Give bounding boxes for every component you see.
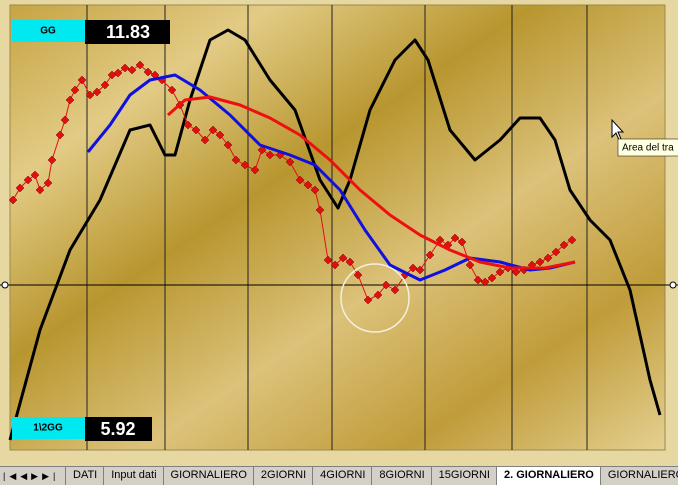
data-marker [223,140,233,150]
chart: GG 11.83 1\2GG 5.92 Area del tra [0,0,678,466]
axis-end [1,281,9,289]
data-marker [23,175,33,185]
data-marker [551,247,561,257]
data-marker [567,235,577,245]
data-marker [35,185,45,195]
indicator-value: 11.83 [106,22,150,42]
axis-end [669,281,677,289]
sheet-tab[interactable]: Input dati [103,467,162,485]
data-marker [310,185,320,195]
data-marker [250,165,260,175]
data-marker [143,67,153,77]
sheet-tab[interactable]: 15GIORNI [430,467,496,485]
data-marker [408,263,418,273]
indicator-value: 5.92 [100,419,135,439]
data-marker [330,260,340,270]
data-marker [135,60,145,70]
data-marker [495,267,505,277]
indicator-value-box [85,417,152,441]
data-marker [92,87,102,97]
data-marker [200,135,210,145]
data-marker [473,275,483,285]
data-marker [15,183,25,193]
highlight-circle [340,263,410,333]
indicator-label: GG [40,26,56,37]
data-marker [70,85,80,95]
data-marker [60,115,70,125]
data-marker [65,95,75,105]
tooltip-text: Area del tra [622,143,674,154]
data-marker [450,233,460,243]
data-marker [373,290,383,300]
data-marker [215,130,225,140]
data-marker [265,150,275,160]
data-marker [511,267,521,277]
data-marker [191,125,201,135]
data-marker [363,295,373,305]
data-marker [47,155,57,165]
data-marker [30,170,40,180]
indicator-label-box [12,417,85,439]
sheet-tab[interactable]: 2GIORNI [252,467,312,485]
data-marker [480,277,490,287]
data-marker [8,195,18,205]
data-marker [465,260,475,270]
data-marker [208,125,218,135]
sheet-tabs: |◀◀▶▶| DATI Input dati GIORNALIERO 2GIORNI 4… [0,466,678,485]
sheet-tab[interactable]: 4GIORNI [312,467,371,485]
data-marker [240,160,250,170]
data-marker [425,250,435,260]
sheet-tab[interactable]: GIORNALIERO [599,467,678,485]
plot-area [9,4,666,451]
data-marker [353,270,363,280]
data-marker [257,145,267,155]
data-marker [55,130,65,140]
data-marker [127,65,137,75]
data-marker [345,257,355,267]
sheet-tab[interactable]: DATI [65,467,103,485]
data-marker [167,85,177,95]
data-marker [315,205,325,215]
data-marker [120,63,130,73]
tooltip [617,138,678,157]
indicator-label: 1\2GG [33,423,63,434]
data-marker [415,265,425,275]
data-marker [390,285,400,295]
data-marker [113,68,123,78]
data-marker [85,90,95,100]
data-marker [535,257,545,267]
sheet-tab[interactable]: GIORNALIERO [162,467,253,485]
indicator-value-box [85,20,170,44]
data-marker [285,157,295,167]
data-marker [338,253,348,263]
data-marker [183,120,193,130]
sheet-tab[interactable]: 2. GIORNALIERO [495,467,600,485]
tab-navigation[interactable]: |◀◀▶▶| [3,471,60,481]
data-marker [487,273,497,283]
data-marker [323,255,333,265]
data-marker [100,80,110,90]
series-line [86,73,576,282]
sheet-tab[interactable]: 8GIORNI [371,467,430,485]
data-marker [457,237,467,247]
data-marker [43,178,53,188]
data-marker [381,280,391,290]
data-marker [77,75,87,85]
indicator-label-box [12,20,85,42]
data-marker [543,253,553,263]
series-line [167,95,576,270]
data-marker [231,155,241,165]
data-marker [295,175,305,185]
data-marker [303,180,313,190]
data-marker [559,240,569,250]
